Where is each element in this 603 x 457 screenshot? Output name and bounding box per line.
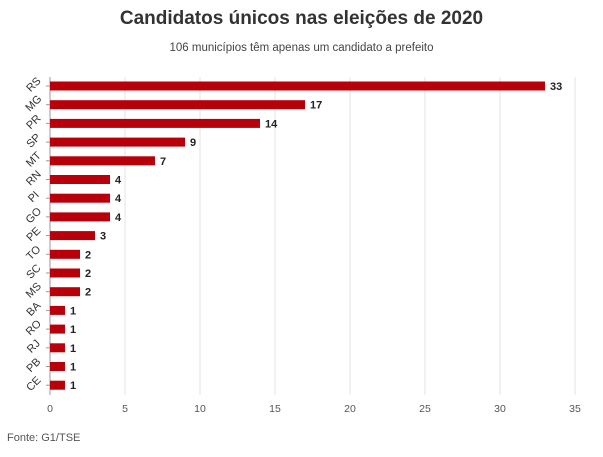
value-label: 3 <box>100 231 106 243</box>
category-label: MT <box>24 150 44 170</box>
x-tick-label: 20 <box>344 403 356 415</box>
bar <box>50 343 65 353</box>
source-note: Fonte: G1/TSE <box>7 432 81 444</box>
value-label: 1 <box>70 380 76 392</box>
bar <box>50 249 80 259</box>
bar <box>50 193 110 203</box>
value-label: 9 <box>190 137 196 149</box>
value-label: 4 <box>115 193 122 205</box>
category-label: PI <box>26 189 42 205</box>
category-label: SC <box>24 262 43 281</box>
bar <box>50 118 260 128</box>
x-tick-label: 25 <box>419 403 431 415</box>
x-tick-label: 0 <box>47 403 53 415</box>
value-label: 2 <box>85 287 91 299</box>
category-label: MS <box>24 281 44 301</box>
bar <box>50 175 110 184</box>
category-label: CE <box>24 374 43 393</box>
bar <box>50 268 80 278</box>
value-label: 33 <box>550 81 562 93</box>
bar <box>50 324 65 334</box>
bar <box>50 81 545 91</box>
category-label: PR <box>24 113 43 132</box>
value-label: 4 <box>115 175 122 187</box>
bar <box>50 212 110 222</box>
bar <box>50 305 65 315</box>
x-tick-label: 10 <box>194 403 206 415</box>
value-label: 1 <box>70 305 76 317</box>
bar <box>50 287 80 297</box>
x-tick-label: 5 <box>122 403 128 415</box>
value-label: 2 <box>85 249 91 261</box>
value-label: 1 <box>70 362 76 374</box>
value-label: 2 <box>85 268 91 280</box>
chart-title: Candidatos únicos nas eleições de 2020 <box>119 8 484 29</box>
x-tick-label: 35 <box>569 403 581 415</box>
bar <box>50 362 65 371</box>
bar <box>50 137 185 147</box>
category-label: RS <box>24 75 43 94</box>
category-label: PB <box>24 356 43 375</box>
value-label: 17 <box>310 100 322 112</box>
category-label: RJ <box>25 338 43 356</box>
value-label: 1 <box>70 324 76 336</box>
bar <box>50 100 305 110</box>
category-label: MG <box>23 93 44 114</box>
value-label: 1 <box>70 343 76 355</box>
x-tick-label: 15 <box>269 403 281 415</box>
value-label: 7 <box>160 156 166 168</box>
category-label: RN <box>24 168 44 188</box>
category-label: TO <box>24 243 43 262</box>
bar <box>50 231 95 241</box>
value-label: 4 <box>115 212 122 224</box>
category-label: SP <box>24 132 43 151</box>
category-label: GO <box>24 205 45 226</box>
bar <box>50 156 155 166</box>
category-label: BA <box>24 299 43 318</box>
value-label: 14 <box>265 118 278 130</box>
x-tick-label: 30 <box>494 403 506 415</box>
category-label: RO <box>24 318 44 338</box>
bar <box>50 380 65 390</box>
category-label: PE <box>24 225 43 244</box>
chart-subtitle: 106 municípios têm apenas um candidato a… <box>169 42 434 54</box>
